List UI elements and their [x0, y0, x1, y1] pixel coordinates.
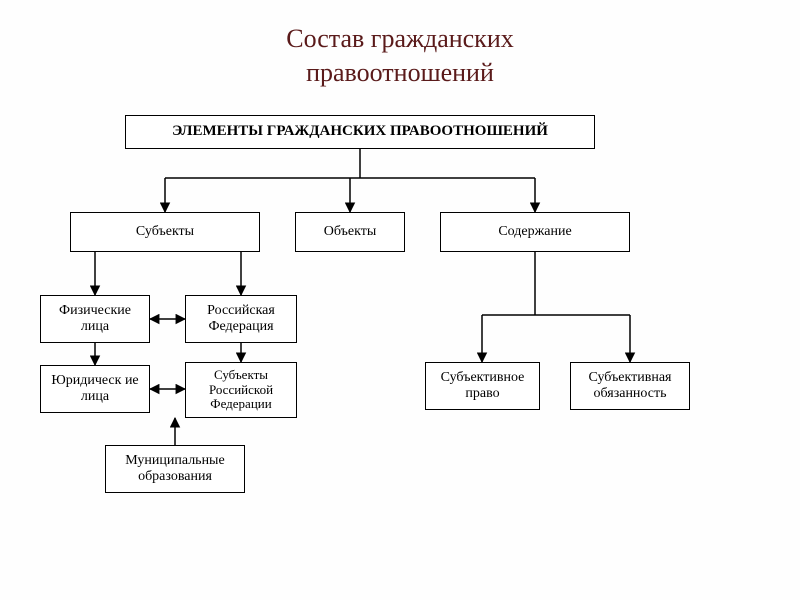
- title-line-1: Состав гражданских: [286, 24, 513, 53]
- diagram-canvas: ЭЛЕМЕНТЫ ГРАЖДАНСКИХ ПРАВООТНОШЕНИЙ Субъ…: [30, 100, 770, 570]
- node-russian-federation: Российская Федерация: [185, 295, 297, 343]
- node-legal-persons: Юридическ ие лица: [40, 365, 150, 413]
- node-subjective-duty: Субъективная обязанность: [570, 362, 690, 410]
- node-rf-subjects: Субъекты Российской Федерации: [185, 362, 297, 418]
- node-subjective-right: Субъективное право: [425, 362, 540, 410]
- node-subjects: Субъекты: [70, 212, 260, 252]
- node-physical-persons: Физические лица: [40, 295, 150, 343]
- page-title: Состав гражданских правоотношений: [0, 0, 800, 90]
- node-content: Содержание: [440, 212, 630, 252]
- node-municipal: Муниципальные образования: [105, 445, 245, 493]
- node-root: ЭЛЕМЕНТЫ ГРАЖДАНСКИХ ПРАВООТНОШЕНИЙ: [125, 115, 595, 149]
- title-line-2: правоотношений: [306, 58, 494, 87]
- node-objects: Объекты: [295, 212, 405, 252]
